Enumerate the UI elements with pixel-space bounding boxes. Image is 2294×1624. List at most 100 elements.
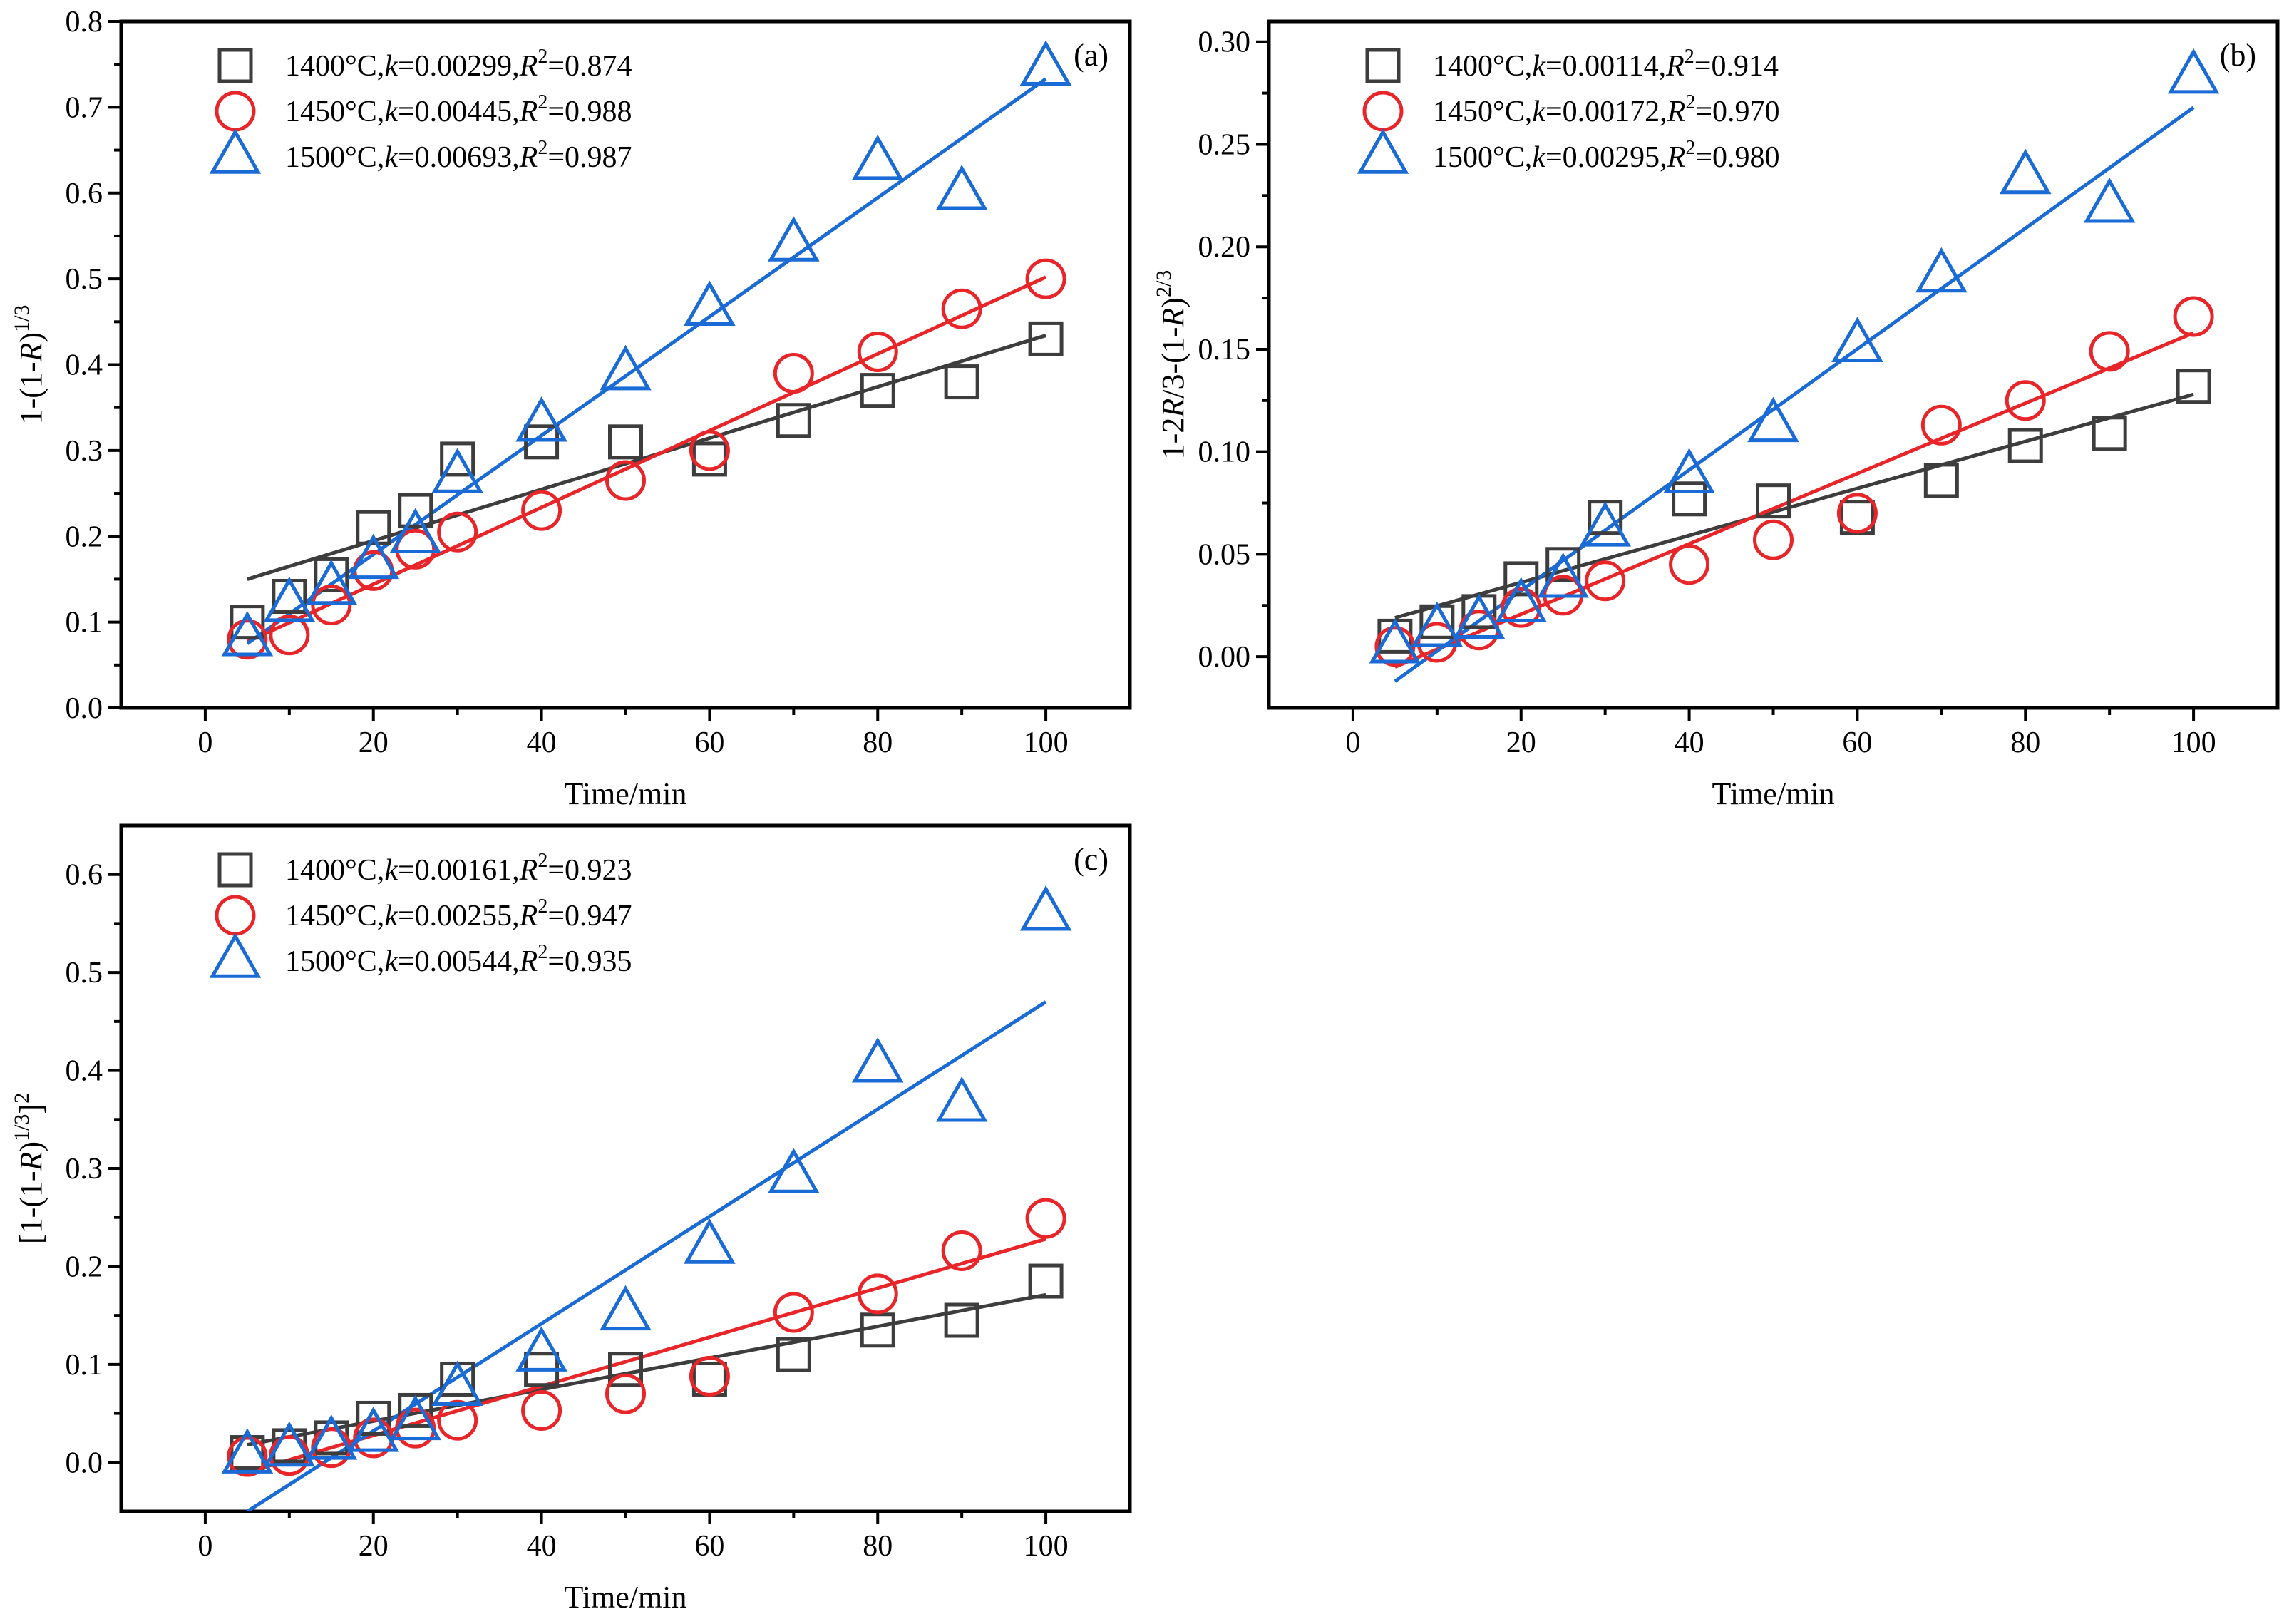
data-point-1450C <box>605 460 646 501</box>
data-point-1450C <box>1669 544 1710 585</box>
data-point-1400C <box>1503 561 1539 597</box>
x-tick-label: 20 <box>359 726 389 759</box>
y-tick-label: 0.15 <box>1198 334 1251 366</box>
x-tick-label: 40 <box>527 1530 557 1563</box>
data-point-1500C <box>1453 593 1506 639</box>
data-point-1500C <box>2167 48 2220 94</box>
y-tick-label: 0.25 <box>1198 128 1251 161</box>
y-tick-label: 0.05 <box>1198 538 1251 571</box>
data-point-1450C <box>521 1389 562 1431</box>
data-point-1400C <box>1028 321 1064 356</box>
data-point-1450C <box>2005 380 2046 421</box>
data-point-1400C <box>356 1400 391 1436</box>
legend-marker <box>209 128 262 174</box>
data-point-1400C <box>1756 483 1791 519</box>
data-point-1500C <box>305 559 358 605</box>
panel-label: (b) <box>2220 38 2256 73</box>
data-point-1500C <box>935 164 988 210</box>
y-tick-label: 0.5 <box>66 263 103 296</box>
data-point-1400C <box>860 1312 895 1348</box>
data-point-1450C <box>227 1436 268 1477</box>
data-point-1500C <box>1019 40 1072 86</box>
panel-label: (c) <box>1074 842 1109 877</box>
x-tick-label: 40 <box>1675 726 1704 759</box>
y-tick-label: 0.1 <box>66 607 103 639</box>
data-point-1500C <box>600 344 652 391</box>
data-point-1500C <box>1663 448 1715 493</box>
fit-line-1400C <box>247 334 1046 581</box>
data-point-1450C <box>857 1273 898 1315</box>
y-tick-label: 0.4 <box>66 349 103 382</box>
data-point-1500C <box>600 1285 652 1331</box>
x-tick-label: 0 <box>1345 726 1360 759</box>
data-point-1500C <box>515 1326 567 1372</box>
legend-marker <box>215 895 256 936</box>
data-point-1500C <box>347 533 400 580</box>
data-point-1400C <box>860 373 895 408</box>
data-point-1450C <box>1416 622 1458 663</box>
legend-entry: 1450°C,k=0.00255,R2=0.947 <box>285 895 632 932</box>
fit-line-1450C <box>247 1237 1046 1474</box>
data-point-1400C <box>1545 547 1581 582</box>
y-axis-title: [1-(1-R)1/3]2 <box>10 1093 48 1244</box>
legend-marker <box>217 48 253 83</box>
x-tick-label: 60 <box>694 726 724 759</box>
y-tick-label: 0.8 <box>66 6 103 38</box>
data-point-1400C <box>608 1352 643 1387</box>
x-tick-label: 0 <box>197 1530 212 1563</box>
legend-marker <box>209 932 262 978</box>
data-point-1500C <box>684 1218 736 1264</box>
data-point-1400C <box>608 424 643 460</box>
y-tick-label: 0.7 <box>66 91 103 124</box>
data-point-1450C <box>1585 560 1626 602</box>
data-point-1400C <box>2176 369 2211 404</box>
data-point-1450C <box>227 619 268 660</box>
y-tick-label: 0.10 <box>1198 436 1251 469</box>
plot-area <box>221 885 1072 1511</box>
data-point-1450C <box>857 331 898 372</box>
data-point-1450C <box>1025 1198 1066 1239</box>
y-tick-label: 0.20 <box>1198 231 1251 264</box>
data-point-1400C <box>230 605 265 640</box>
chart-panel-1: 0 20 40 60 80 100 0.0 0.1 0.2 0.3 0.4 0.5 0.6 0.7 0.8 T… <box>10 6 1132 811</box>
data-point-1400C <box>1028 1263 1064 1299</box>
data-point-1500C <box>1369 618 1421 664</box>
legend: 1400°C,k=0.00161,R2=0.923 1450°C,k=0.0025… <box>209 850 632 978</box>
data-point-1450C <box>437 1399 478 1441</box>
data-point-1400C <box>398 1392 433 1428</box>
data-point-1500C <box>263 1421 316 1467</box>
data-point-1450C <box>1025 258 1066 299</box>
y-tick-label: 0.2 <box>66 1250 103 1283</box>
data-point-1450C <box>1836 493 1878 534</box>
data-point-1450C <box>2173 296 2214 337</box>
y-tick-label: 0.5 <box>66 957 103 990</box>
data-point-1500C <box>1537 553 1590 598</box>
data-point-1500C <box>1831 317 1883 362</box>
y-tick-label: 0.00 <box>1198 641 1251 674</box>
legend-marker <box>1365 48 1401 83</box>
data-point-1450C <box>689 430 730 471</box>
data-point-1500C <box>1019 885 1072 931</box>
y-axis-title: 1-2R/3-(1-R)2/3 <box>1152 270 1190 460</box>
y-tick-label: 0.2 <box>66 520 103 553</box>
legend: 1400°C,k=0.00114,R2=0.914 1450°C,k=0.0017… <box>1357 46 1780 174</box>
data-point-1400C <box>2092 416 2127 451</box>
data-point-1500C <box>1999 148 2052 195</box>
y-tick-label: 0.0 <box>66 1446 103 1479</box>
data-point-1450C <box>1920 404 1962 446</box>
data-point-1500C <box>389 1394 442 1441</box>
legend-marker <box>1362 91 1404 132</box>
y-tick-label: 0.3 <box>66 1153 103 1186</box>
legend-entry: 1500°C,k=0.00544,R2=0.935 <box>285 941 632 978</box>
fit-line-1500C <box>1394 106 2195 683</box>
plot-area <box>221 40 1072 660</box>
data-point-1500C <box>1579 501 1631 547</box>
legend: 1400°C,k=0.00299,R2=0.874 1450°C,k=0.0044… <box>209 46 632 174</box>
data-point-1450C <box>941 288 982 329</box>
y-tick-label: 0.4 <box>66 1055 103 1088</box>
data-point-1400C <box>944 364 979 400</box>
data-point-1500C <box>2083 177 2136 223</box>
data-point-1500C <box>347 1407 400 1452</box>
data-point-1500C <box>851 1037 904 1083</box>
legend-entry: 1450°C,k=0.00445,R2=0.988 <box>285 91 632 128</box>
